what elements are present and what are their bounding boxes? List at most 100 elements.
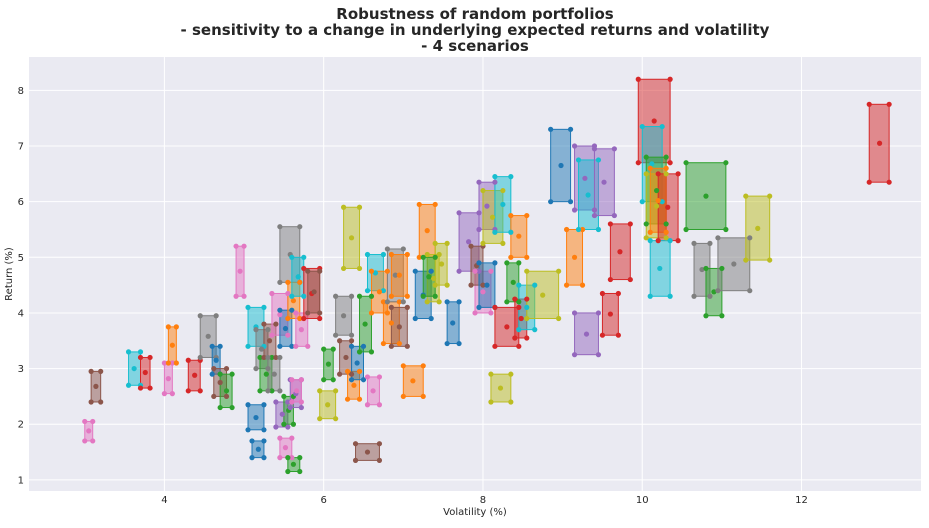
scenario-point xyxy=(348,293,355,299)
scenario-point xyxy=(253,327,259,333)
scenario-point xyxy=(396,299,402,305)
base-point xyxy=(876,140,883,146)
base-point xyxy=(93,383,99,389)
scenario-point xyxy=(233,293,239,299)
base-point xyxy=(703,193,709,199)
scenario-point xyxy=(524,212,530,219)
base-point xyxy=(325,402,331,408)
scenario-point xyxy=(352,441,359,447)
scenario-point xyxy=(317,315,323,322)
base-point xyxy=(438,261,445,267)
scenario-point xyxy=(400,393,406,400)
scenario-point xyxy=(265,388,271,394)
base-point xyxy=(558,162,564,169)
scenario-point xyxy=(400,246,406,252)
base-point xyxy=(290,461,297,467)
scenario-point xyxy=(643,235,649,241)
scenario-point xyxy=(663,154,669,160)
scenario-point xyxy=(380,340,387,347)
scenario-point xyxy=(82,418,88,425)
base-point xyxy=(489,214,496,220)
base-point xyxy=(213,357,219,363)
scenario-point xyxy=(723,226,729,233)
scenario-point xyxy=(229,371,235,377)
scenario-point xyxy=(456,210,462,216)
scenario-point xyxy=(639,123,645,130)
y-tick-label: 8 xyxy=(18,86,24,97)
scenario-point xyxy=(356,204,363,210)
scenario-point xyxy=(548,199,554,205)
scenario-point xyxy=(317,268,323,274)
scenario-point xyxy=(285,315,291,322)
base-point xyxy=(516,233,522,239)
scenario-point xyxy=(289,399,295,405)
scenario-point xyxy=(571,310,578,316)
scenario-point xyxy=(428,268,434,274)
base-point xyxy=(372,270,379,276)
base-point xyxy=(311,289,317,295)
scenario-point xyxy=(524,254,530,260)
base-point xyxy=(253,414,259,421)
y-axis-label: Return (%) xyxy=(4,247,15,301)
base-point xyxy=(343,354,349,361)
base-point xyxy=(430,275,437,282)
scenario-point xyxy=(388,304,394,310)
scenario-point xyxy=(563,282,570,288)
scenario-point xyxy=(384,268,390,274)
base-point xyxy=(282,325,289,332)
scenario-point xyxy=(360,343,367,349)
scenario-point xyxy=(703,313,709,319)
scenario-point xyxy=(217,343,223,349)
scenario-point xyxy=(285,279,291,285)
scenario-point xyxy=(185,388,191,394)
y-tick-label: 6 xyxy=(18,197,24,208)
base-point xyxy=(290,298,297,304)
scenario-point xyxy=(524,268,530,274)
scenario-point xyxy=(504,260,510,266)
scenario-point xyxy=(691,293,697,299)
scenario-point xyxy=(285,455,291,461)
scenario-point xyxy=(137,354,144,361)
scenario-point xyxy=(241,243,247,249)
base-point xyxy=(325,361,332,367)
scenario-point xyxy=(209,371,215,377)
scenario-point xyxy=(265,327,271,333)
x-axis-label: Volatility (%) xyxy=(443,507,507,518)
scenario-point xyxy=(516,327,522,333)
base-point xyxy=(653,203,660,209)
scenario-point xyxy=(317,388,323,394)
scenario-point xyxy=(165,360,171,366)
scenario-point xyxy=(277,343,283,349)
scenario-point xyxy=(173,324,179,330)
scenario-points xyxy=(82,76,892,475)
scenario-point xyxy=(223,365,230,372)
scenario-point xyxy=(667,76,673,82)
scenario-point xyxy=(245,343,251,349)
scenario-point xyxy=(344,396,351,402)
scenario-point xyxy=(298,377,304,383)
scenario-point xyxy=(261,438,267,444)
base-point xyxy=(295,274,301,280)
base-point xyxy=(585,192,591,198)
scenario-point xyxy=(715,288,721,294)
scenario-point xyxy=(492,179,498,185)
scenario-point xyxy=(169,360,175,366)
scenario-point xyxy=(492,174,498,180)
scenario-point xyxy=(301,315,307,322)
base-point xyxy=(298,327,304,333)
scenario-point xyxy=(261,354,267,361)
base-point xyxy=(362,321,368,327)
scenario-point xyxy=(647,229,653,235)
scenario-point xyxy=(217,371,223,377)
scenario-point xyxy=(579,226,586,233)
scenario-point xyxy=(277,388,283,394)
scenario-point xyxy=(348,338,355,344)
scenario-point xyxy=(98,399,104,405)
scenario-point xyxy=(615,332,621,338)
scenario-point xyxy=(290,421,297,427)
scenario-point xyxy=(420,363,426,369)
scenario-point xyxy=(293,310,299,316)
scenario-point xyxy=(297,315,303,322)
base-point xyxy=(142,369,148,376)
